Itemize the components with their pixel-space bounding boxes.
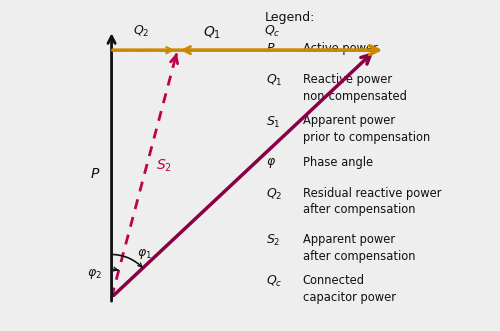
Text: Active power: Active power	[302, 42, 378, 55]
Text: Legend:: Legend:	[265, 11, 315, 24]
Text: $Q_2$: $Q_2$	[133, 24, 150, 39]
Text: $Q_2$: $Q_2$	[266, 187, 283, 202]
Text: $\varphi_1$: $\varphi_1$	[137, 247, 152, 261]
Text: Apparent power
after compensation: Apparent power after compensation	[302, 233, 415, 262]
Text: $Q_1$: $Q_1$	[266, 73, 283, 88]
Text: $P$: $P$	[90, 167, 101, 181]
Text: $S_1$: $S_1$	[266, 115, 281, 129]
Text: $P$: $P$	[266, 42, 276, 55]
Text: $Q_c$: $Q_c$	[266, 274, 283, 289]
Text: $Q_1$: $Q_1$	[202, 25, 221, 41]
Text: $Q_c$: $Q_c$	[264, 24, 280, 39]
Text: Connected
capacitor power: Connected capacitor power	[302, 274, 396, 304]
Text: $S_2$: $S_2$	[156, 157, 172, 174]
Text: Residual reactive power
after compensation: Residual reactive power after compensati…	[302, 187, 441, 216]
Text: Apparent power
prior to compensation: Apparent power prior to compensation	[302, 115, 430, 144]
Text: $\varphi$: $\varphi$	[266, 156, 276, 169]
Text: Reactive power
non-compensated: Reactive power non-compensated	[302, 73, 406, 103]
Text: $S_2$: $S_2$	[266, 233, 281, 248]
Text: $\varphi_2$: $\varphi_2$	[87, 267, 102, 281]
Text: Phase angle: Phase angle	[302, 156, 373, 168]
